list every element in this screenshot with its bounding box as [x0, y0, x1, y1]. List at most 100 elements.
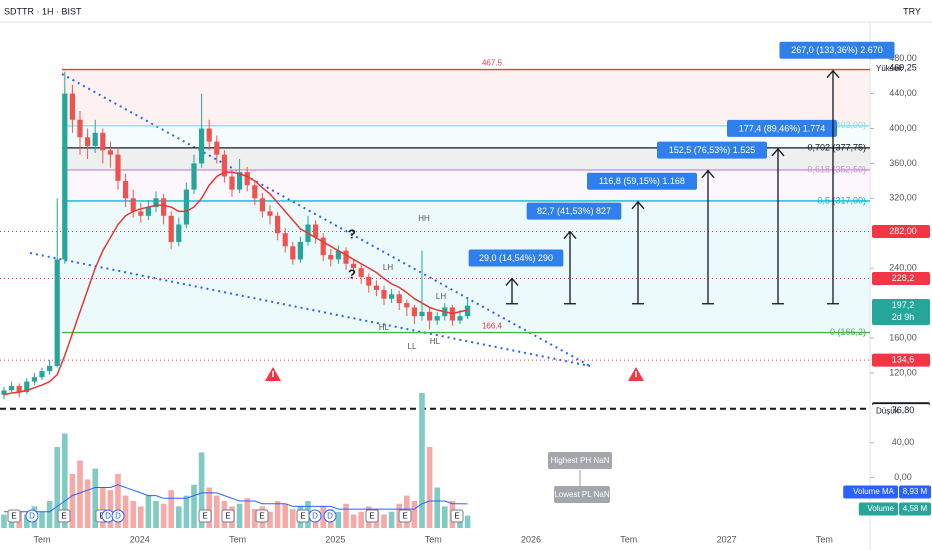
pivot-label: HL	[379, 323, 390, 332]
event-label: D	[29, 512, 35, 521]
volume-bar	[46, 501, 53, 528]
y-tick-label: 120,00	[889, 367, 917, 377]
target-label: 29,0 (14,54%) 290	[479, 253, 553, 263]
panel-label: Highest PH NaN	[551, 456, 610, 465]
annotation: 166.4	[482, 321, 503, 330]
event-marker	[450, 509, 464, 523]
price-label: 469,25	[889, 62, 917, 72]
price-label: 134,6	[892, 355, 915, 365]
price-label: 76,80	[892, 405, 915, 415]
fib-label: 0,702 (377,75)	[807, 142, 866, 152]
event-marker	[25, 509, 39, 523]
candle-body	[457, 316, 463, 321]
candle-body	[24, 381, 30, 393]
x-tick-label: 2024	[130, 534, 150, 544]
candle-body	[31, 377, 37, 382]
volume-bar	[464, 515, 471, 528]
candle-body	[16, 385, 22, 393]
candle-body	[434, 316, 440, 321]
event-marker	[111, 509, 125, 523]
candle-body	[389, 294, 395, 299]
price-label-box	[872, 353, 930, 367]
event-label: E	[454, 512, 459, 521]
candle-body	[396, 294, 402, 304]
volume-bar	[419, 393, 425, 528]
arrow-head	[563, 230, 577, 239]
candle-body	[92, 132, 98, 146]
candle-body	[419, 311, 425, 317]
volume-bar	[411, 501, 418, 528]
candle-body	[465, 305, 471, 317]
candle-body	[191, 163, 197, 190]
volume-bar	[100, 487, 106, 528]
volume-bar	[191, 484, 197, 528]
pivot-label: LH	[436, 292, 446, 301]
legend-value-box	[899, 502, 931, 516]
x-tick-label: Tem	[33, 534, 50, 544]
x-tick-label: 2027	[717, 534, 737, 544]
candle-body	[275, 215, 281, 234]
y-tick-label: 440,00	[889, 88, 917, 98]
y-tick-label: 480,00	[889, 53, 917, 63]
volume-ma-line	[4, 484, 468, 513]
target-label: 177,4 (89,46%) 1.774	[739, 123, 826, 133]
panel-box	[554, 486, 610, 503]
y-tick-label: 400,00	[889, 123, 917, 133]
legend-box	[843, 485, 898, 499]
pivot-label: ?	[348, 226, 356, 241]
candle-body	[335, 250, 341, 260]
candle-body	[115, 154, 121, 181]
arrow-head	[701, 169, 715, 179]
pivot-label: LH	[383, 263, 393, 272]
candle-body	[366, 276, 372, 286]
pivot-label: ?	[348, 266, 356, 281]
volume-bar	[252, 509, 258, 528]
target-box	[468, 249, 564, 267]
candle-body	[123, 180, 129, 199]
volume-bar	[198, 452, 205, 528]
candle-body	[259, 198, 265, 212]
candle-body	[404, 303, 410, 308]
event-label: D	[312, 512, 318, 521]
candle-body	[358, 268, 364, 277]
fib-label: 0,618 (352,50)	[807, 164, 866, 174]
volume-bar	[145, 495, 152, 528]
price-label-sub: 2d 9h	[892, 312, 915, 322]
candle-body	[411, 307, 417, 317]
target-label: 116,8 (59,15%) 1.168	[599, 176, 685, 186]
legend-value: 4,58 M	[903, 504, 928, 513]
event-marker	[308, 509, 322, 523]
volume-bar	[176, 506, 182, 528]
volume-bar	[1, 514, 7, 528]
candle-body	[320, 237, 326, 256]
candle-body	[130, 198, 136, 212]
arrow-head	[771, 147, 785, 157]
event-label: D	[327, 512, 333, 521]
candle-body	[328, 255, 334, 260]
event-marker	[365, 509, 379, 523]
candle-body	[351, 263, 357, 269]
fib-label: 0 (166,2)	[830, 327, 866, 337]
candle-body	[39, 371, 45, 378]
x-tick-label: 2025	[325, 534, 345, 544]
target-label: 152,5 (76,53%) 1.525	[669, 145, 756, 155]
price-label: 197,2	[892, 300, 915, 310]
price-label-box	[872, 61, 930, 75]
target-label: 267,0 (133,36%) 2.670	[791, 45, 883, 55]
price-label-box	[872, 299, 930, 326]
currency: TRY	[903, 6, 921, 16]
warning	[628, 367, 644, 381]
y-tick-label: 0,00	[894, 472, 912, 482]
trend-line	[61, 73, 591, 367]
volume-bar	[62, 433, 68, 528]
candle-body	[77, 119, 83, 138]
candle-body	[244, 172, 250, 186]
candle-body	[373, 285, 379, 290]
volume-bar	[84, 479, 91, 528]
candle-body	[297, 241, 303, 260]
candle-body	[47, 365, 53, 372]
candle-body	[54, 259, 60, 366]
volume-bar	[183, 495, 190, 528]
volume-bar	[122, 495, 129, 528]
price-label-box	[872, 404, 930, 418]
